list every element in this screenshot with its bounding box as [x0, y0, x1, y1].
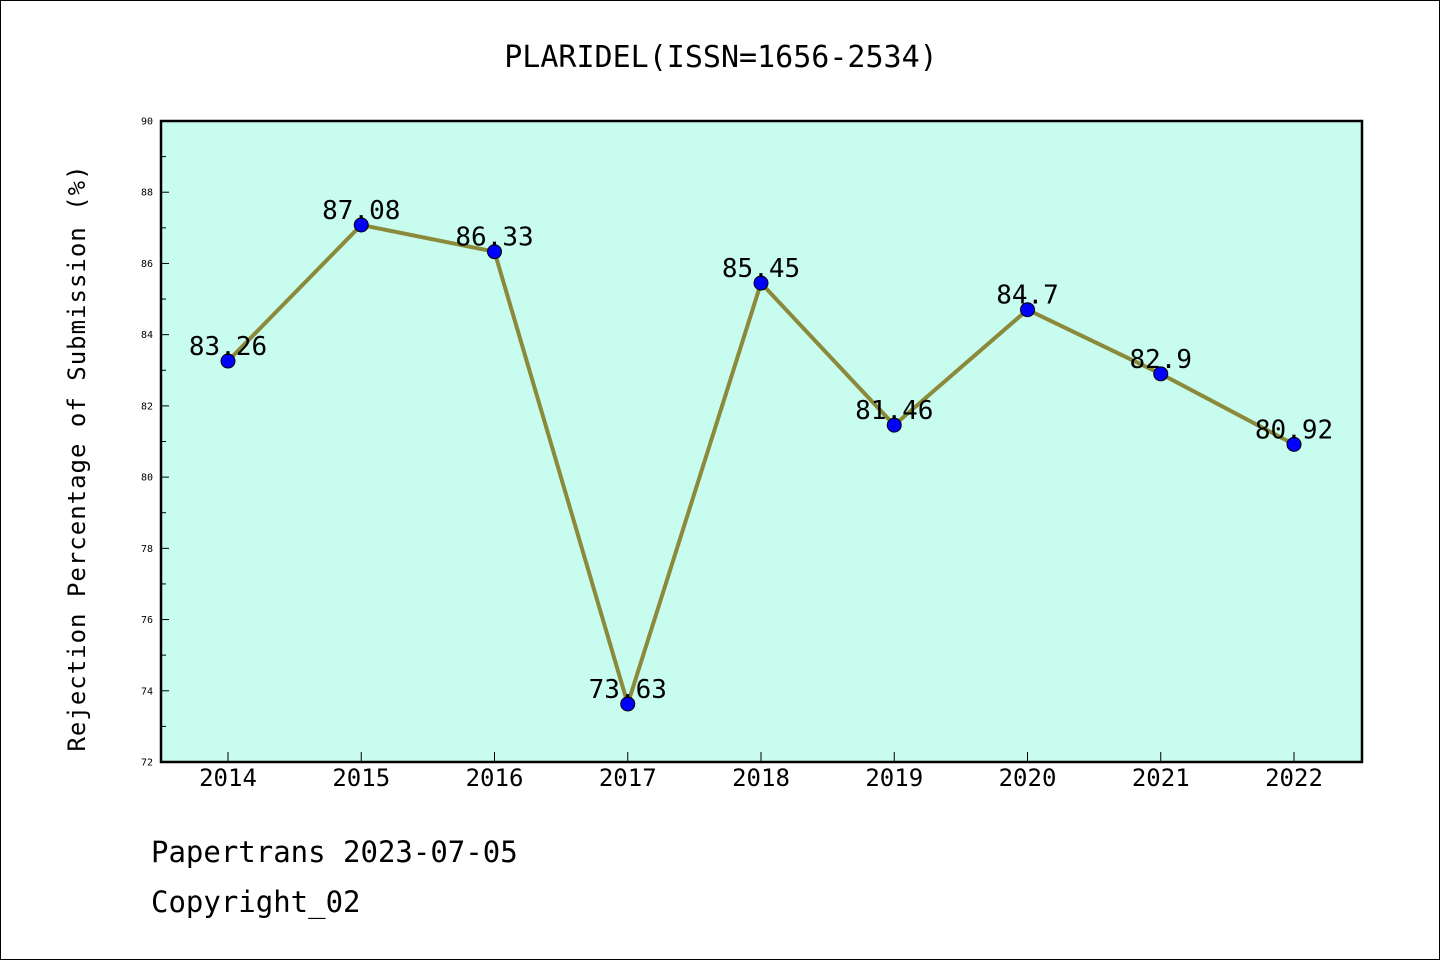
data-label: 87.08 [322, 196, 400, 226]
x-tick-label: 2020 [999, 764, 1057, 792]
data-point [1286, 436, 1302, 452]
data-label: 73.63 [589, 675, 667, 705]
data-label: 82.9 [1129, 345, 1192, 375]
y-tick-label: 76 [141, 615, 153, 626]
data-label: 84.7 [996, 281, 1059, 311]
data-point [886, 417, 902, 433]
y-tick-label: 90 [141, 117, 153, 128]
data-point [220, 353, 236, 369]
y-tick-label: 86 [141, 259, 153, 270]
x-tick-label: 2017 [599, 764, 657, 792]
data-label: 80.92 [1255, 415, 1333, 445]
data-label: 81.46 [855, 396, 933, 426]
y-tick-label: 78 [141, 544, 153, 555]
data-markers [220, 217, 1302, 712]
y-axis: 72 74 76 78 80 82 84 86 88 90 [141, 117, 169, 769]
y-tick-label: 72 [141, 758, 153, 769]
data-label: 85.45 [722, 254, 800, 284]
x-tick-label: 2022 [1265, 764, 1323, 792]
data-label: 83.26 [189, 332, 267, 362]
y-tick-label: 80 [141, 473, 153, 484]
data-label: 86.33 [455, 223, 533, 253]
x-tick-label: 2018 [732, 764, 790, 792]
x-tick-label: 2021 [1132, 764, 1190, 792]
chart-title: PLARIDEL(ISSN=1656-2534) [504, 40, 937, 75]
x-tick-label: 2016 [466, 764, 524, 792]
y-tick-label: 84 [141, 330, 153, 341]
y-tick-label: 88 [141, 188, 153, 199]
y-tick-label: 74 [141, 686, 153, 697]
y-axis-label: Rejection Percentage of Submission (%) [63, 164, 91, 751]
data-labels: 83.26 87.08 86.33 73.63 85.45 81.46 84.7 82.9 80… [189, 196, 1333, 705]
x-tick-label: 2015 [332, 764, 390, 792]
x-tick-label: 2014 [199, 764, 257, 792]
data-point [487, 244, 502, 260]
data-point [1020, 302, 1035, 318]
data-point [353, 217, 369, 233]
x-axis: 2014 2015 2016 2017 2018 2019 2020 2021 2022 [199, 752, 1323, 792]
footer-copyright: Copyright_02 [151, 885, 361, 919]
footer-date: Papertrans 2023-07-05 [151, 835, 518, 869]
data-point [753, 275, 769, 291]
data-point [1153, 366, 1169, 382]
y-tick-label: 82 [141, 401, 153, 412]
data-point [620, 696, 636, 712]
x-tick-label: 2019 [865, 764, 923, 792]
